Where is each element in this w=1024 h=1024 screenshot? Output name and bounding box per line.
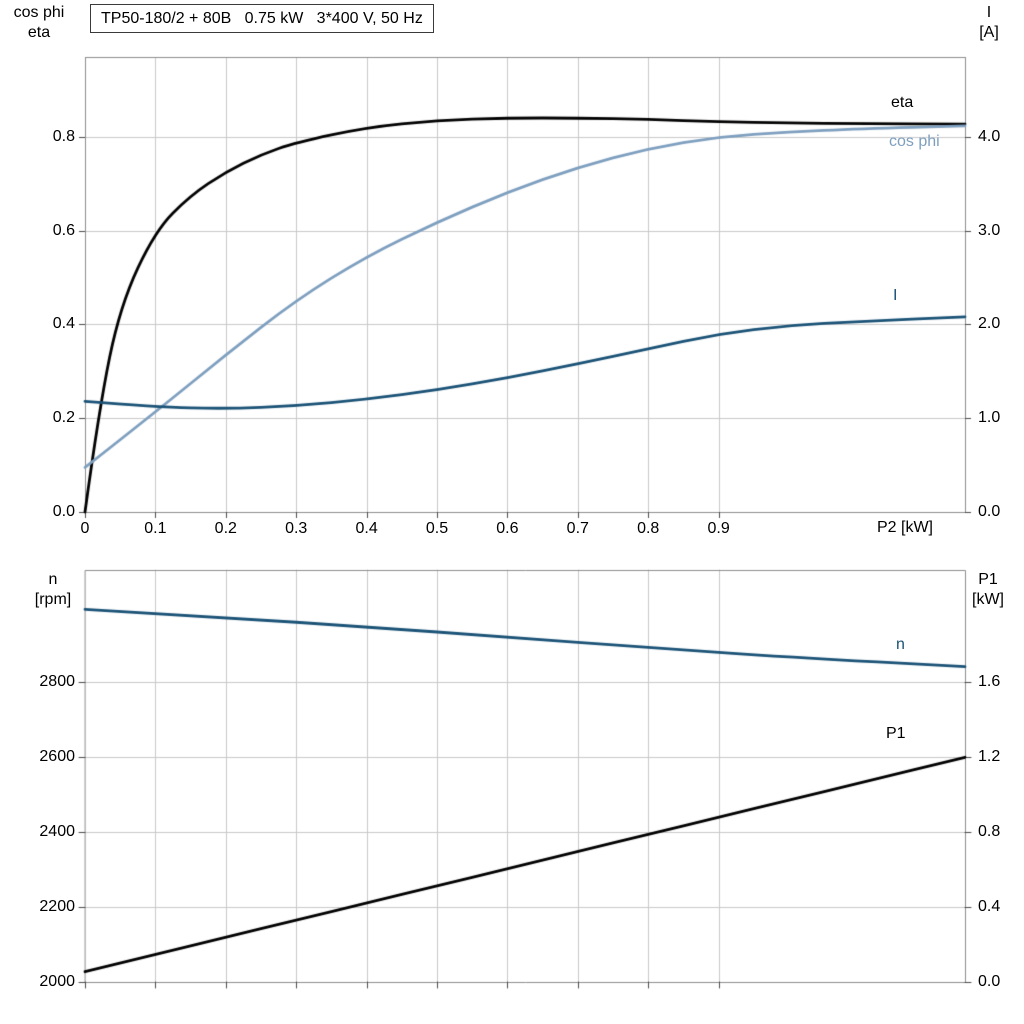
y-left-tick-label: 0.8: [52, 127, 75, 145]
axis-header-line: cos phi: [13, 4, 65, 21]
curve-label-speed: n: [896, 636, 905, 653]
y-right-tick-label: 2.0: [978, 315, 1001, 333]
bottom-right-axis-header: P1 [kW]: [958, 570, 1018, 610]
x-axis-unit-label: P2 [kW]: [876, 519, 933, 536]
bottom-left-axis-header: n [rpm]: [24, 570, 82, 610]
y-right-tick-label: 0.0: [978, 503, 1001, 520]
axis-header-line: P1: [978, 571, 998, 588]
y-left-tick-label: 0.4: [52, 315, 75, 333]
top-right-axis-header: I [A]: [960, 3, 1018, 43]
x-tick-label: 0.7: [566, 520, 589, 537]
x-tick-label: 0.6: [496, 520, 519, 537]
chart-title-box: TP50-180/2 + 80B 0.75 kW 3*400 V, 50 Hz: [90, 4, 434, 33]
y-right-tick-label: 1.0: [978, 409, 1001, 427]
y-right-tick-label: 0.0: [978, 973, 1001, 990]
y-left-tick-label: 2200: [39, 898, 75, 916]
axis-header-line: [kW]: [972, 591, 1004, 608]
y-right-tick-label: 0.4: [978, 898, 1001, 916]
x-tick-label: 0.5: [425, 520, 449, 537]
curve-label-eta: eta: [891, 94, 914, 111]
y-right-tick-label: 0.8: [978, 823, 1001, 841]
x-tick-label: 0.8: [637, 520, 660, 537]
y-right-tick-label: 1.6: [978, 673, 1001, 691]
y-right-tick-label: 4.0: [978, 127, 1001, 145]
curve-label-current: I: [893, 287, 898, 304]
top-left-axis-header: cos phi eta: [6, 3, 72, 43]
x-tick-label: 0.1: [144, 520, 167, 537]
x-tick-label: 0.3: [285, 520, 308, 537]
y-left-tick-label: 2000: [39, 973, 75, 990]
y-right-tick-label: 1.2: [978, 748, 1001, 766]
y-left-tick-label: 0.0: [52, 503, 75, 520]
y-right-tick-label: 3.0: [978, 221, 1001, 239]
axis-header-line: I: [986, 4, 992, 21]
y-left-tick-label: 0.2: [52, 409, 75, 427]
x-tick-label: 0: [80, 520, 90, 537]
curve-label-p1: P1: [886, 725, 906, 742]
y-left-tick-label: 2400: [39, 823, 75, 841]
y-left-tick-label: 2600: [39, 748, 75, 766]
axis-header-line: eta: [27, 24, 51, 41]
y-left-tick-label: 0.6: [52, 221, 75, 239]
x-tick-label: 0.2: [214, 520, 237, 537]
axis-header-line: [A]: [979, 24, 999, 41]
axis-header-line: n: [48, 571, 58, 588]
curve-label-cos-phi: cos phi: [889, 133, 940, 150]
axis-header-line: [rpm]: [34, 591, 72, 608]
x-tick-label: 0.9: [707, 520, 730, 537]
y-left-tick-label: 2800: [39, 673, 75, 691]
x-tick-label: 0.4: [355, 520, 378, 537]
